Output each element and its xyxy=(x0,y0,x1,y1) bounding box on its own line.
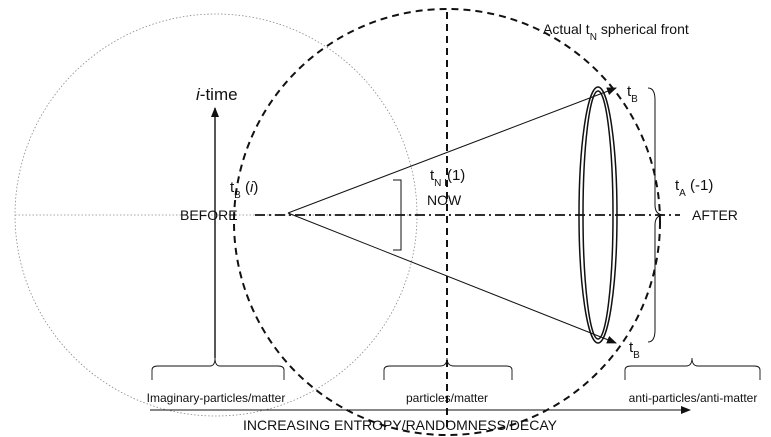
text-part: B xyxy=(633,350,640,361)
text-part: (1) xyxy=(447,167,465,184)
text-part: t xyxy=(627,83,632,100)
ellipse-outer xyxy=(578,86,618,344)
text-part: t xyxy=(675,177,680,194)
particles-label: particles/matter xyxy=(406,391,488,405)
text-part: A xyxy=(679,188,686,199)
front-label: Actual tN spherical front xyxy=(543,21,689,43)
after-label: AFTER xyxy=(692,207,738,223)
before-label: BEFORE xyxy=(180,207,238,223)
i-time-label: i-time xyxy=(196,85,238,104)
text-part: t xyxy=(230,179,235,196)
cone-edge xyxy=(287,87,617,214)
text-part: t xyxy=(430,167,435,184)
tb-bottom-label: tB xyxy=(629,339,640,361)
text-part: Actual t xyxy=(543,21,590,37)
tn-label: tN I(1) xyxy=(430,167,465,189)
brace xyxy=(151,357,285,380)
imaginary-label: Imaginary-particles/matter xyxy=(147,391,286,405)
brace xyxy=(624,357,761,380)
text-part: B xyxy=(631,94,638,105)
text-part: spherical front xyxy=(597,21,689,37)
text-part: N I xyxy=(434,178,447,189)
entropy-label: INCREASING ENTROPY/RANDOMNESS/DECAY xyxy=(243,417,558,433)
ta-label: tA (-1) xyxy=(675,177,713,199)
text-part: i xyxy=(196,85,201,104)
anti-label: anti-particles/anti-matter xyxy=(629,391,758,405)
brace xyxy=(647,87,665,343)
cone-edge xyxy=(287,212,617,344)
bracket xyxy=(393,179,402,251)
brace xyxy=(383,357,513,380)
text-part: t xyxy=(629,339,634,356)
text-part: -time xyxy=(200,85,238,104)
spherical-front xyxy=(233,8,661,436)
text-part: (-1) xyxy=(686,177,714,194)
ellipse-inner xyxy=(582,90,614,340)
text-part: ) xyxy=(253,179,258,196)
text-part: i xyxy=(250,179,254,196)
now-label: NOW xyxy=(427,192,462,208)
text-part: N xyxy=(590,32,597,43)
text-part: B xyxy=(234,190,241,201)
tb-top-label: tB xyxy=(627,83,638,105)
tb-i-label: tB (i) xyxy=(230,179,258,201)
text-part: ( xyxy=(241,179,250,196)
